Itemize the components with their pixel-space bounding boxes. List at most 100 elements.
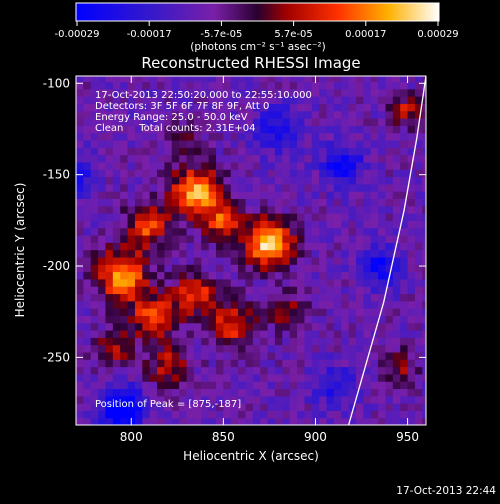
heatmap-cell [193,242,202,251]
heatmap-cell [326,234,335,243]
heatmap-cell [267,417,276,425]
heatmap-cell [134,264,143,273]
heatmap-cell [157,337,166,346]
heatmap-cell [319,96,328,105]
heatmap-cell [201,81,210,90]
heatmap-cell [105,205,114,214]
heatmap-cell [164,256,173,265]
heatmap-cell [370,139,379,148]
heatmap-cell [304,198,313,207]
heatmap-cell [208,366,217,375]
heatmap-cell [274,337,283,346]
heatmap-cell [112,264,121,273]
heatmap-cell [311,205,320,214]
heatmap-cell [193,410,202,419]
heatmap-cell [112,322,121,331]
heatmap-cell [356,96,364,105]
heatmap-cell [193,147,202,156]
heatmap-cell [297,110,306,119]
heatmap-cell [90,118,99,126]
heatmap-cell [333,286,342,295]
heatmap-cell [392,359,401,368]
heatmap-cell [378,198,387,207]
heatmap-cell [289,88,298,97]
heatmap-cell [90,242,99,251]
heatmap-cell [105,88,114,97]
heatmap-cell [378,76,387,83]
heatmap-cell [252,234,261,243]
heatmap-cell [90,125,99,134]
heatmap-cell [282,76,291,83]
heatmap-cell [238,373,247,382]
heatmap-cell [326,191,335,200]
heatmap-cell [90,388,99,397]
heatmap-cell [282,110,291,119]
heatmap-cell [304,205,313,214]
heatmap-cell [319,322,328,331]
heatmap-cell [76,161,84,170]
heatmap-cell [267,132,276,141]
heatmap-cell [341,322,350,331]
heatmap-cell [326,81,335,90]
heatmap-cell [98,249,107,258]
heatmap-cell [127,271,136,280]
heatmap-cell [216,293,224,302]
heatmap-cell [297,351,306,360]
heatmap-cell [356,271,364,280]
heatmap-cell [370,161,379,170]
heatmap-cell [186,118,195,126]
heatmap-cell [134,139,143,148]
heatmap-cell [245,322,254,331]
heatmap-cell [120,286,129,295]
heatmap-cell [98,271,107,280]
heatmap-cell [208,300,217,309]
heatmap-cell [356,110,364,119]
heatmap-cell [142,198,151,207]
heatmap-cell [120,300,129,309]
heatmap-cell [341,315,350,324]
heatmap-cell [134,278,143,287]
heatmap-cell [157,161,166,170]
heatmap-cell [297,344,306,353]
heatmap-cell [370,359,379,368]
heatmap-cell [348,81,357,90]
heatmap-cell [282,322,291,331]
heatmap-cell [370,110,379,119]
heatmap-cell [341,125,350,134]
heatmap-cell [120,249,129,258]
heatmap-cell [208,103,217,112]
heatmap-cell [186,198,195,207]
heatmap-cell [90,359,99,368]
heatmap-cell [179,183,188,192]
heatmap-cell [149,417,158,425]
heatmap-cell [76,227,84,236]
heatmap-cell [348,373,357,382]
heatmap-cell [297,278,306,287]
heatmap-cell [171,264,180,273]
heatmap-cell [134,103,143,112]
heatmap-cell [356,234,364,243]
heatmap-cell [112,286,121,295]
heatmap-cell [333,388,342,397]
heatmap-cell [245,308,254,316]
heatmap-cell [311,88,320,97]
heatmap-cell [98,76,107,83]
heatmap-cell [223,183,232,192]
heatmap-cell [112,388,121,397]
heatmap-cell [83,183,92,192]
heatmap-cell [171,417,180,425]
heatmap-cell [98,381,107,390]
heatmap-cell [142,395,151,404]
heatmap-cell [127,103,136,112]
heatmap-cell [400,329,409,338]
heatmap-cell [341,96,350,105]
heatmap-cell [400,227,409,236]
heatmap-cell [230,213,239,221]
heatmap-cell [112,161,121,170]
heatmap-cell [193,329,202,338]
heatmap-cell [311,337,320,346]
heatmap-cell [134,249,143,258]
heatmap-cell [201,169,210,178]
heatmap-cell [341,286,350,295]
heatmap-cell [208,125,217,134]
